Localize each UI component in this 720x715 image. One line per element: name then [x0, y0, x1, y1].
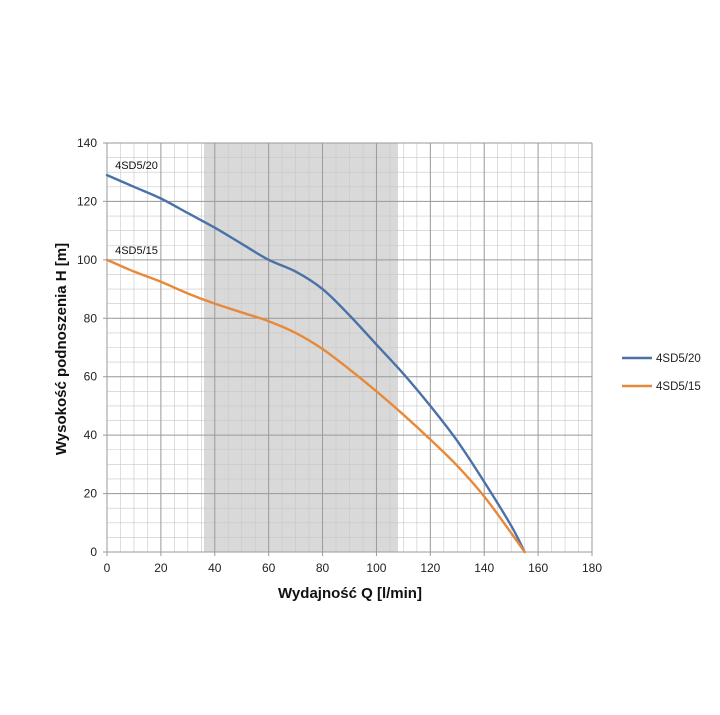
- x-tick-label: 20: [154, 561, 168, 575]
- series-lines: [105, 173, 526, 554]
- x-tick-label: 140: [474, 561, 494, 575]
- major-grid: [103, 142, 593, 556]
- x-tick-label: 60: [262, 561, 276, 575]
- y-tick-label: 20: [84, 487, 98, 501]
- legend: 4SD5/20 4SD5/15: [622, 353, 701, 393]
- y-tick-label: 100: [77, 253, 97, 267]
- series-line-4sd5-15: [105, 258, 526, 554]
- x-axis-title: Wydajność Q [l/min]: [278, 585, 422, 602]
- x-tick-label: 180: [582, 561, 602, 575]
- x-axis-tick-labels: 0 20 40 60 80 100 120 140 160 180: [104, 561, 603, 575]
- series-inline-label: 4SD5/20: [115, 160, 158, 172]
- x-tick-label: 0: [104, 561, 111, 575]
- x-tick-label: 80: [316, 561, 330, 575]
- y-tick-label: 60: [84, 370, 98, 384]
- x-tick-label: 160: [528, 561, 548, 575]
- x-tick-label: 100: [366, 561, 386, 575]
- y-tick-label: 120: [77, 194, 97, 208]
- y-tick-label: 40: [84, 428, 98, 442]
- y-tick-label: 80: [84, 311, 98, 325]
- y-tick-label: 140: [77, 136, 97, 150]
- series-line-4sd5-20: [105, 173, 526, 554]
- series-inline-label: 4SD5/15: [115, 245, 158, 257]
- y-axis-title: Wysokość podnoszenia H [m]: [53, 243, 70, 455]
- series-inline-labels: 4SD5/20 4SD5/15: [115, 160, 158, 257]
- legend-label: 4SD5/15: [656, 381, 701, 393]
- y-axis-tick-labels: 0 20 40 60 80 100 120 140: [77, 136, 97, 559]
- x-tick-label: 40: [208, 561, 222, 575]
- x-tick-label: 120: [420, 561, 440, 575]
- legend-label: 4SD5/20: [656, 353, 701, 365]
- y-tick-label: 0: [90, 545, 97, 559]
